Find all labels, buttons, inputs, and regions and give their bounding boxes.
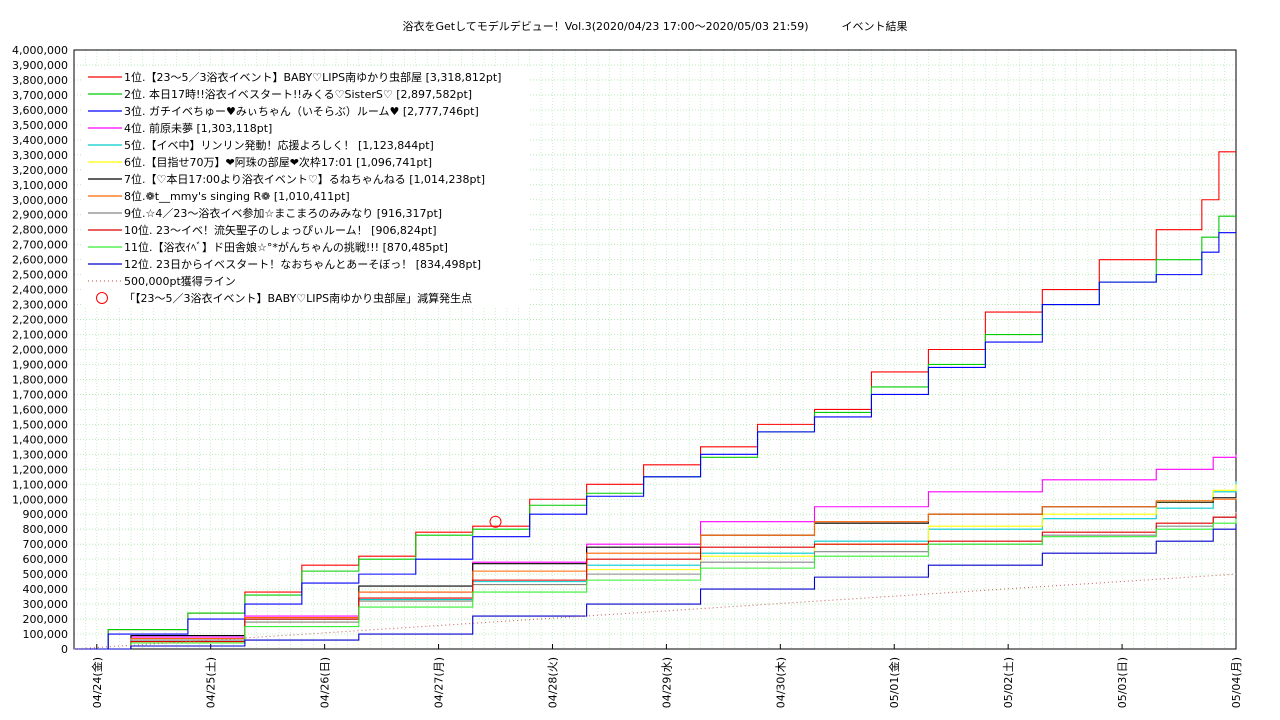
- y-tick-label: 3,000,000: [12, 194, 68, 207]
- legend-label: 5位.【イベ中】リンリン発動！応援よろしく！ [1,123,844pt]: [124, 138, 434, 152]
- legend-label: 1位.【23〜5／3浴衣イベント】BABY♡LIPS南ゆかり虫部屋 [3,318…: [124, 70, 501, 84]
- legend-marker: [96, 292, 108, 304]
- x-tick-label: 05/02(土): [1002, 657, 1015, 708]
- y-tick-label: 2,700,000: [12, 239, 68, 252]
- legend-label: 「【23〜5／3浴衣イベント】BABY♡LIPS南ゆかり虫部屋」減算発生点: [124, 291, 472, 305]
- y-tick-label: 1,300,000: [12, 448, 68, 461]
- y-tick-label: 3,100,000: [12, 179, 68, 192]
- x-tick-labels: 04/24(金) 04/25(土) 04/26(日) 04/27(月) 04/28(火)…: [90, 657, 1243, 708]
- y-tick-label: 1,700,000: [12, 388, 68, 401]
- x-tick-label: 05/04(月): [1230, 657, 1243, 708]
- legend-label: 6位.【目指せ70万】❤阿珠の部屋❤次枠17:01 [1,096,741pt]: [124, 155, 432, 169]
- y-tick-label: 2,400,000: [12, 284, 68, 297]
- legend-label: 9位.☆4／23〜浴衣イベ参加☆まこまろのみみなり [916,317pt]: [124, 206, 442, 220]
- chart-title: 浴衣をGetしてモデルデビュー！Vol.3(2020/04/23 17:00〜2…: [402, 19, 907, 33]
- y-tick-label: 100,000: [23, 628, 69, 641]
- y-tick-label: 2,900,000: [12, 209, 68, 222]
- series-line-8: [74, 497, 1237, 650]
- x-tick-label: 04/27(月): [433, 657, 446, 708]
- y-tick-labels: 0 100,000 200,000 300,000 400,000 500,000 600,…: [12, 44, 68, 656]
- legend-label: 500,000pt獲得ライン: [124, 275, 236, 288]
- x-tick-label: 05/01(金): [887, 657, 901, 708]
- y-tick-label: 600,000: [23, 553, 69, 566]
- y-tick-label: 1,800,000: [12, 373, 68, 386]
- y-tick-label: 900,000: [23, 508, 69, 521]
- plot-frame: [73, 49, 1237, 650]
- x-tick-label: 04/30(木): [774, 657, 787, 708]
- y-tick-label: 1,100,000: [12, 478, 68, 491]
- x-tick-label: 04/29(水): [660, 657, 673, 708]
- axes: [73, 49, 1237, 650]
- legend-label: 7位.【♡本日17:00より浴衣イベント♡】るねちゃんねる [1,014,238…: [124, 172, 485, 186]
- y-tick-label: 1,200,000: [12, 463, 68, 476]
- y-tick-label: 3,300,000: [12, 149, 68, 162]
- y-tick-label: 1,900,000: [12, 358, 68, 371]
- legend-label: 12位. 23日からイベスタート！なおちゃんとあーそぼっ！ [834,498pt…: [124, 257, 481, 271]
- y-tick-label: 1,500,000: [12, 418, 68, 431]
- legend: 1位.【23〜5／3浴衣イベント】BABY♡LIPS南ゆかり虫部屋 [3,318…: [82, 66, 530, 306]
- y-tick-label: 800,000: [23, 523, 69, 536]
- y-tick-label: 400,000: [23, 583, 69, 596]
- y-tick-label: 200,000: [23, 613, 69, 626]
- legend-label: 10位. 23〜イベ！流矢聖子のしょっぴぃルーム！ [906,824pt]: [124, 223, 437, 237]
- series-line-12: [74, 524, 1237, 650]
- y-tick-label: 1,600,000: [12, 403, 68, 416]
- y-tick-label: 4,000,000: [12, 44, 68, 57]
- y-tick-label: 700,000: [23, 538, 69, 551]
- reduction-point-marker: [489, 515, 502, 528]
- y-tick-label: 2,100,000: [12, 329, 68, 342]
- y-tick-label: 300,000: [23, 598, 69, 611]
- y-tick-label: 2,600,000: [12, 254, 68, 267]
- y-tick-label: 500,000: [23, 568, 69, 581]
- legend-label: 4位. 前原未夢 [1,303,118pt]: [124, 121, 272, 135]
- legend-label: 8位.❁t__mmy's singing R❁ [1,010,411pt]: [124, 189, 350, 203]
- series-line-10: [74, 513, 1237, 650]
- y-tick-label: 0: [61, 643, 68, 656]
- y-tick-label: 2,300,000: [12, 299, 68, 312]
- annotations: [489, 515, 502, 528]
- x-tick-label: 04/28(火): [546, 657, 559, 708]
- y-tick-label: 1,000,000: [12, 493, 68, 506]
- legend-background: [82, 66, 530, 306]
- legend-label: 2位. 本日17時!!浴衣イベスタート!!みくる♡SisterS♡ [2,897…: [124, 87, 472, 101]
- y-tick-label: 2,500,000: [12, 269, 68, 282]
- y-tick-label: 3,500,000: [12, 119, 68, 132]
- x-tick-label: 04/24(金): [90, 657, 104, 708]
- series-line-3: [74, 232, 1236, 650]
- series-lines: [73, 151, 1237, 650]
- y-tick-label: 3,700,000: [12, 89, 68, 102]
- x-tick-label: 04/26(日): [319, 657, 332, 708]
- series-line-4: [74, 454, 1237, 650]
- series-line-11: [74, 518, 1237, 650]
- x-tick-label: 05/03(日): [1116, 657, 1129, 708]
- y-tick-label: 1,400,000: [12, 433, 68, 446]
- x-tick-label: 04/25(土): [205, 657, 218, 708]
- y-tick-label: 2,000,000: [12, 344, 68, 357]
- y-tick-label: 2,800,000: [12, 224, 68, 237]
- y-tick-label: 3,600,000: [12, 104, 68, 117]
- y-tick-label: 2,200,000: [12, 314, 68, 327]
- y-tick-label: 3,900,000: [12, 59, 68, 72]
- legend-label: 3位. ガチイベちゅー♥みぃちゃん（いそらぶ）ルーム♥ [2,777,746pt…: [124, 104, 479, 118]
- y-tick-label: 3,200,000: [12, 164, 68, 177]
- y-tick-label: 3,800,000: [12, 74, 68, 87]
- y-tick-label: 3,400,000: [12, 134, 68, 147]
- legend-label: 11位.【浴衣ｲﾍﾞ】ド田舎娘☆°*がんちゃんの挑戦!!! [870,485pt…: [124, 240, 448, 254]
